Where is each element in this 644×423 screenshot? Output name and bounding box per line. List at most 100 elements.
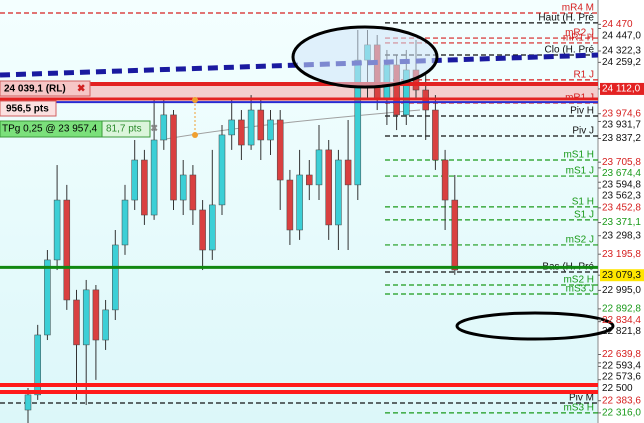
y-tick-label: 23 674,4 bbox=[602, 168, 641, 179]
y-tick-label: 23 594,8 bbox=[602, 179, 641, 190]
moving-average bbox=[159, 109, 421, 141]
candle-body bbox=[24, 394, 32, 411]
candle-body bbox=[141, 159, 148, 216]
y-tick-label: 22 995,0 bbox=[602, 285, 641, 296]
tp-points-box bbox=[101, 120, 151, 138]
candle-body bbox=[267, 119, 274, 141]
y-tick-label: 23 705,8 bbox=[602, 157, 641, 168]
candle-body bbox=[335, 159, 342, 226]
highlight-ellipse bbox=[455, 311, 615, 341]
candle-body bbox=[131, 159, 138, 201]
y-tick-label: 24 447,0 bbox=[602, 30, 641, 41]
close-icon[interactable]: ✖ bbox=[150, 124, 158, 135]
candle-body bbox=[82, 289, 90, 346]
highlight-ellipse bbox=[291, 25, 439, 89]
pivot-label: Piv H bbox=[570, 106, 594, 117]
y-tick-label: 23 562,3 bbox=[602, 191, 641, 202]
price-highlight bbox=[600, 269, 644, 282]
candle-body bbox=[53, 199, 61, 261]
pivot-label: Clo (H. Pré bbox=[545, 45, 595, 56]
candle-body bbox=[102, 309, 109, 341]
points-label: 956,5 pts bbox=[6, 104, 49, 115]
y-tick-label: 23 931,7 bbox=[602, 120, 641, 131]
y-tick-label: 23 837,2 bbox=[602, 133, 641, 144]
measure-point bbox=[192, 97, 198, 103]
pivot-label: mS3 J bbox=[566, 284, 594, 295]
candle-body bbox=[121, 199, 129, 246]
pivot-label: Haut (H. Pré bbox=[538, 13, 594, 24]
y-tick-label: 22 821,8 bbox=[602, 326, 641, 337]
candle-body bbox=[112, 244, 119, 311]
pivot-label: mS2 J bbox=[566, 235, 594, 246]
pivot-label: S1 J bbox=[574, 210, 594, 221]
candle-body bbox=[150, 139, 158, 216]
candle-body bbox=[63, 199, 71, 301]
zone bbox=[0, 84, 598, 100]
order-label: 24 039,1 (RL) bbox=[4, 84, 66, 95]
y-tick-label: 23 371,1 bbox=[602, 217, 641, 228]
pivot-label: mS1 J bbox=[566, 166, 594, 177]
y-tick-label: 23 079,3 bbox=[602, 270, 641, 281]
candle-body bbox=[179, 174, 187, 201]
pivot-label: R1 J bbox=[573, 70, 594, 81]
candle-body bbox=[432, 109, 439, 161]
candle-body bbox=[170, 114, 177, 201]
y-tick-label: 24 112,0 bbox=[602, 84, 641, 95]
candle-body bbox=[296, 174, 303, 231]
pivot-label: mS1 H bbox=[563, 150, 594, 161]
candle-body bbox=[199, 209, 206, 251]
measure-point bbox=[192, 132, 198, 138]
candle-body bbox=[160, 114, 168, 141]
candle-body bbox=[189, 174, 197, 211]
points-box bbox=[0, 100, 57, 117]
y-tick-label: 23 195,8 bbox=[602, 249, 641, 260]
candle-body bbox=[228, 119, 235, 136]
y-tick-label: 22 500 bbox=[602, 383, 633, 394]
candle-body bbox=[276, 119, 284, 181]
pivot-label: mS3 H bbox=[563, 403, 594, 414]
candle-body bbox=[218, 134, 226, 206]
candle-body bbox=[238, 119, 245, 146]
candle-body bbox=[315, 149, 323, 186]
close-icon[interactable]: ✖ bbox=[77, 84, 85, 95]
pivot-label: mR1 H bbox=[563, 33, 594, 44]
y-tick-label: 23 974,6 bbox=[602, 108, 641, 119]
trendline bbox=[0, 52, 599, 78]
y-tick-label: 24 259,2 bbox=[602, 57, 641, 68]
y-tick-label: 22 892,8 bbox=[602, 303, 641, 314]
y-tick-label: 23 298,3 bbox=[602, 230, 641, 241]
candle-body bbox=[73, 299, 80, 346]
candle-body bbox=[209, 204, 216, 251]
pivot-label: S1 H bbox=[572, 197, 594, 208]
candle-body bbox=[44, 259, 51, 336]
price-axis-background bbox=[598, 0, 644, 423]
y-tick-label: 22 593,4 bbox=[602, 360, 641, 371]
pivot-label: Piv M bbox=[569, 393, 594, 404]
candle-body bbox=[451, 199, 459, 271]
candle-body bbox=[441, 159, 449, 201]
y-tick-label: 22 834,4 bbox=[602, 315, 641, 326]
candle-body bbox=[257, 109, 265, 141]
pivot-label: mS2 H bbox=[563, 275, 594, 286]
y-tick-label: 22 639,8 bbox=[602, 349, 641, 360]
candle-body bbox=[286, 179, 294, 231]
tp-label: TPg 0,25 @ 23 957,4 bbox=[2, 124, 98, 135]
y-tick-label: 24 470 bbox=[602, 19, 633, 30]
candle-body bbox=[344, 159, 352, 186]
candle-body bbox=[325, 149, 332, 226]
price-highlight bbox=[600, 82, 644, 95]
tp-points-label: 81,7 pts bbox=[106, 124, 142, 135]
candle-body bbox=[34, 334, 41, 396]
order-box[interactable] bbox=[0, 80, 91, 97]
y-tick-label: 22 316,0 bbox=[602, 408, 641, 419]
y-tick-label: 23 452,8 bbox=[602, 202, 641, 213]
y-tick-label: 22 383,6 bbox=[602, 395, 641, 406]
y-tick-label: 24 322,3 bbox=[602, 46, 641, 57]
y-tick-label: 22 573,6 bbox=[602, 372, 641, 383]
pivot-label: mR4 M bbox=[562, 3, 594, 14]
candle-body bbox=[306, 174, 313, 186]
candle-body bbox=[92, 289, 100, 341]
pivot-label: Piv J bbox=[572, 126, 594, 137]
candle-body bbox=[247, 109, 255, 146]
